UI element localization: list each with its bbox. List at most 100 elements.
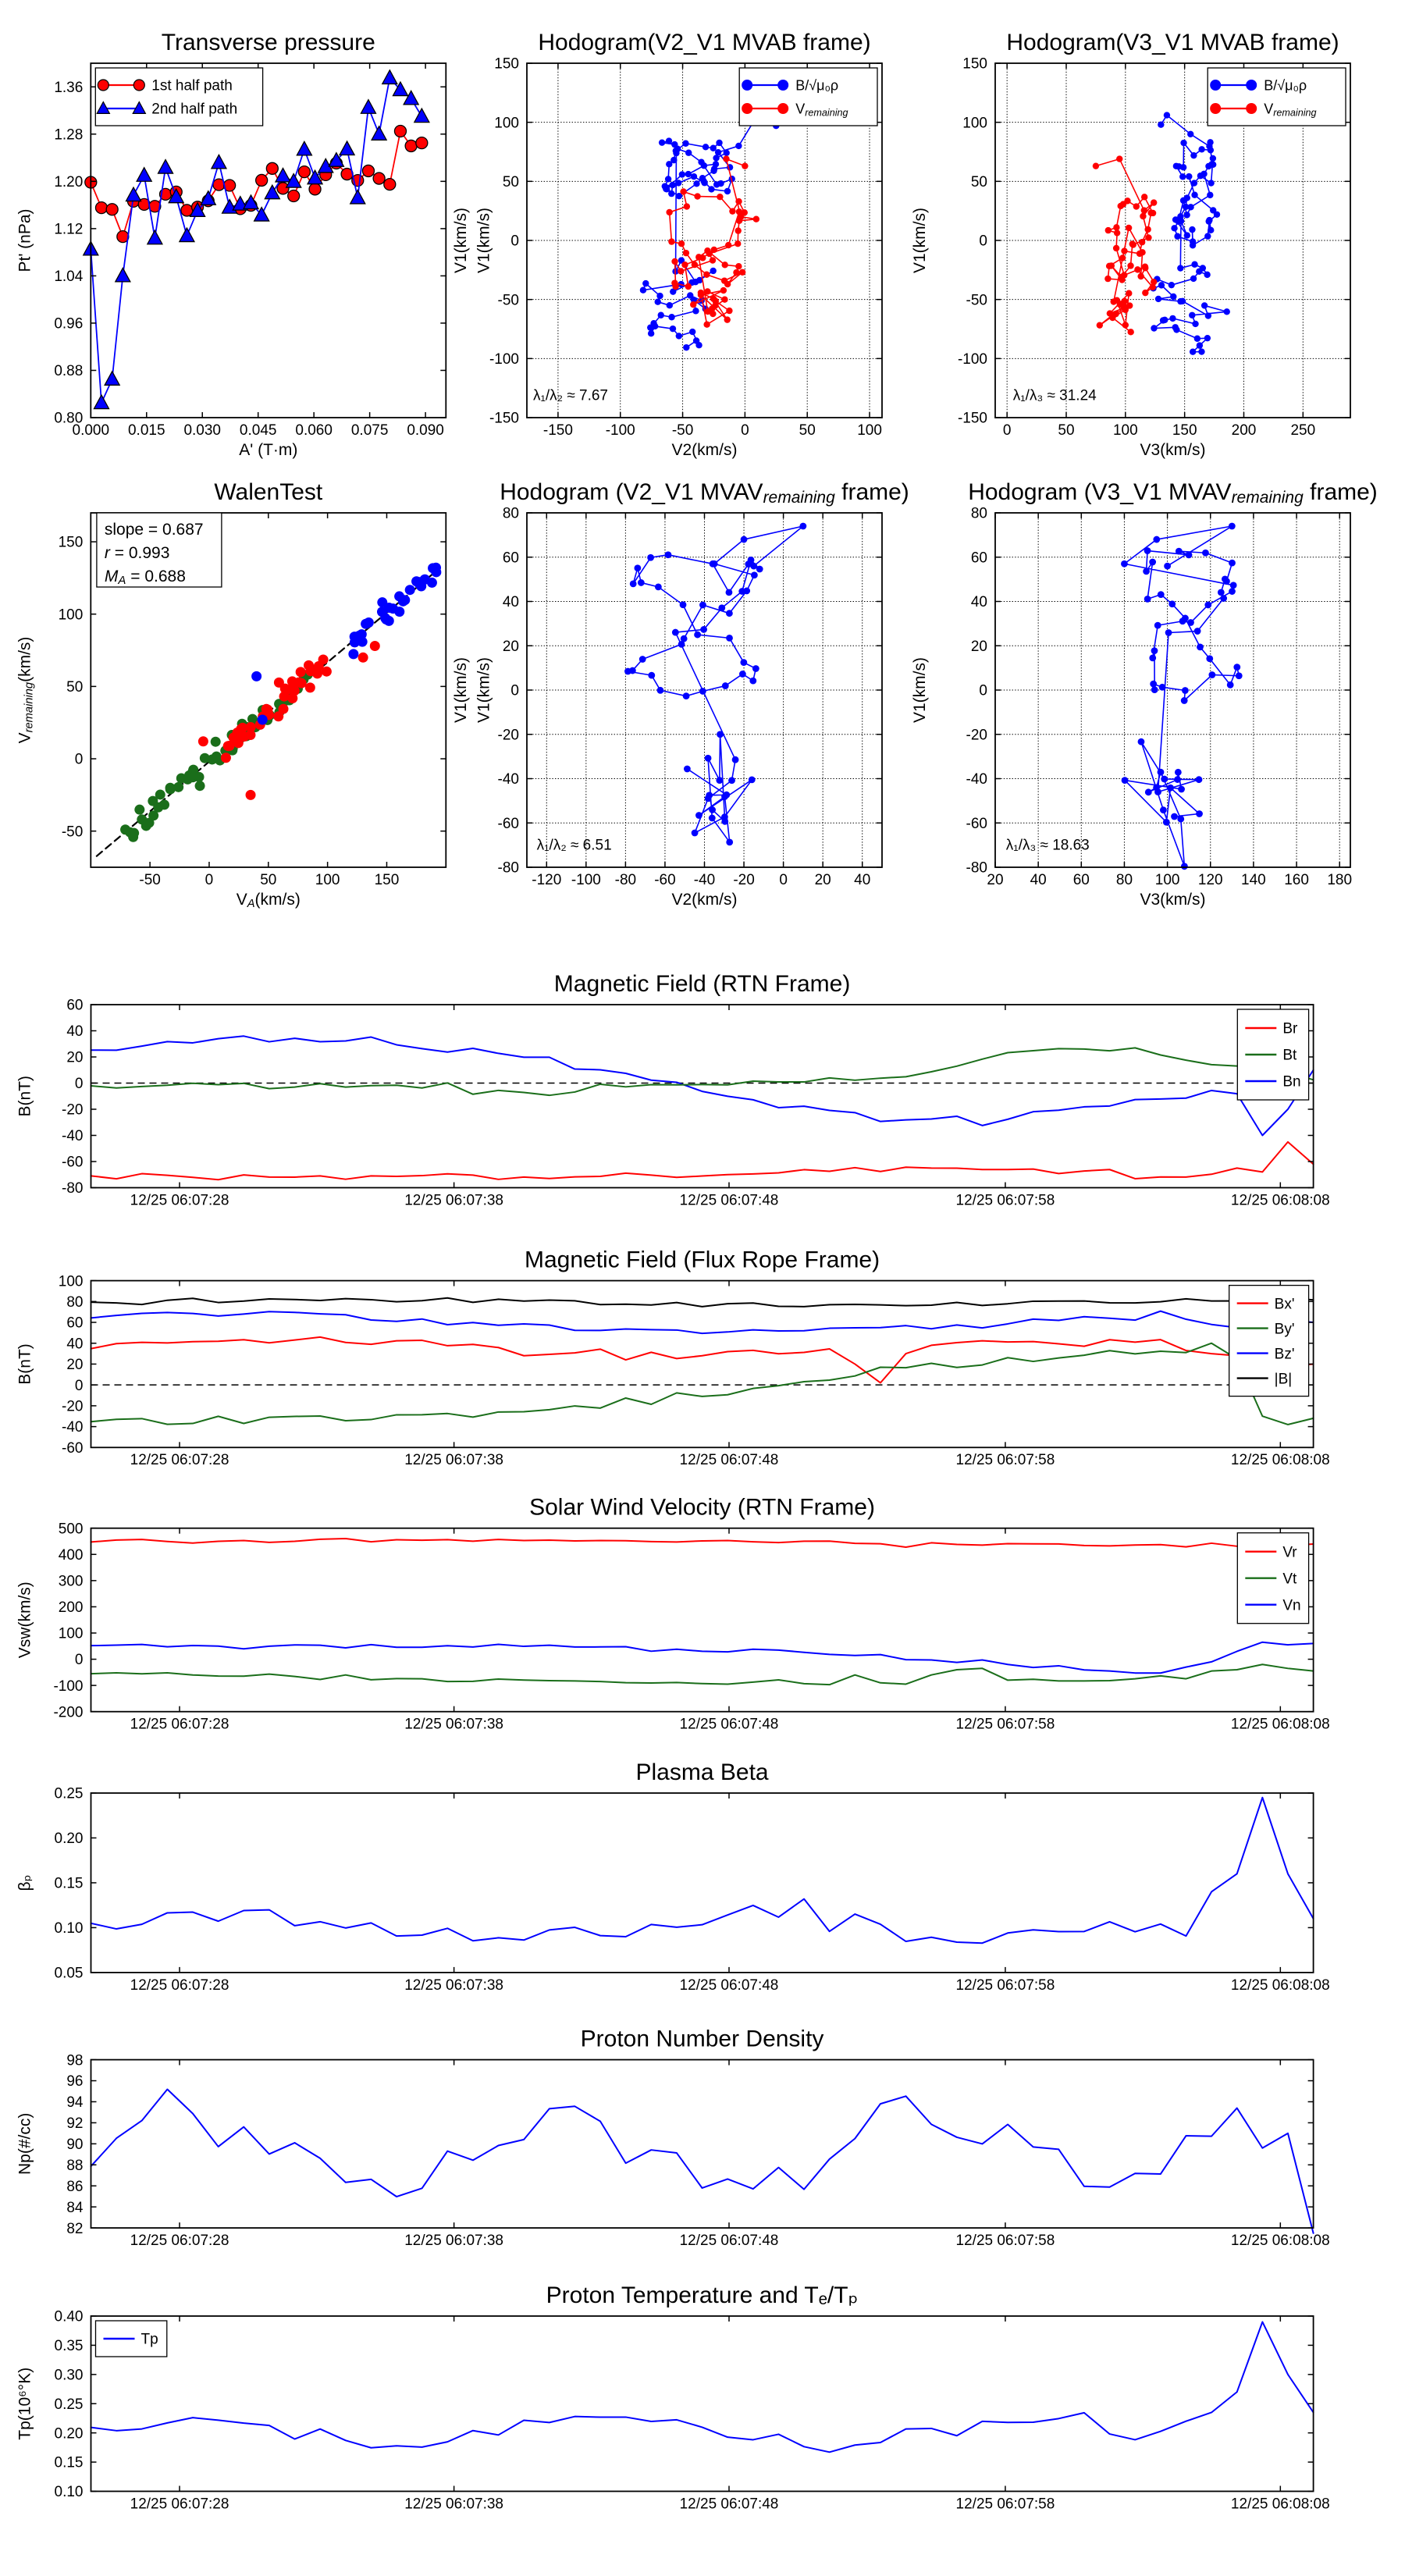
svg-text:0.030: 0.030 (183, 422, 221, 439)
svg-text:Bt: Bt (1282, 1048, 1297, 1064)
svg-text:Tp(10⁶°K): Tp(10⁶°K) (16, 2368, 34, 2440)
svg-text:Magnetic Field (RTN Frame): Magnetic Field (RTN Frame) (554, 971, 851, 997)
svg-text:0.05: 0.05 (55, 1966, 84, 1982)
svg-text:-20: -20 (966, 727, 987, 743)
svg-text:0.15: 0.15 (55, 2455, 84, 2471)
svg-text:0: 0 (1003, 422, 1012, 439)
svg-text:0.25: 0.25 (55, 1786, 84, 1802)
svg-text:150: 150 (59, 535, 84, 551)
svg-text:160: 160 (1284, 872, 1309, 888)
svg-text:Vn: Vn (1282, 1597, 1300, 1614)
svg-text:Hodogram (V2_V1 MVAVremaining: Hodogram (V2_V1 MVAVremaining frame) (500, 479, 909, 507)
svg-text:0.35: 0.35 (55, 2338, 84, 2354)
svg-text:250: 250 (1290, 422, 1315, 439)
svg-text:V1(km/s): V1(km/s) (911, 208, 929, 273)
svg-text:0: 0 (205, 872, 214, 888)
svg-text:Br: Br (1282, 1021, 1298, 1037)
svg-text:12/25 06:07:58: 12/25 06:07:58 (956, 1977, 1055, 1994)
svg-text:Vremaining(km/s): Vremaining(km/s) (16, 637, 35, 744)
svg-text:12/25 06:07:48: 12/25 06:07:48 (680, 1977, 779, 1994)
svg-text:150: 150 (1172, 422, 1197, 439)
svg-text:WalenTest: WalenTest (214, 479, 323, 505)
svg-text:A' (T·m): A' (T·m) (239, 441, 297, 459)
svg-text:12/25 06:07:58: 12/25 06:07:58 (956, 1192, 1055, 1208)
svg-text:300: 300 (59, 1573, 84, 1589)
svg-text:1.28: 1.28 (54, 126, 83, 143)
svg-text:100: 100 (962, 115, 987, 131)
svg-text:-20: -20 (498, 727, 519, 743)
svg-text:V1(km/s): V1(km/s) (475, 208, 493, 273)
svg-text:-50: -50 (498, 292, 519, 308)
svg-text:-40: -40 (62, 1128, 83, 1144)
svg-text:0.20: 0.20 (55, 2425, 84, 2442)
svg-text:Hodogram (V3_V1 MVAVremaining: Hodogram (V3_V1 MVAVremaining frame) (968, 479, 1378, 507)
svg-text:84: 84 (66, 2200, 84, 2216)
svg-text:-100: -100 (958, 351, 987, 368)
svg-text:0.20: 0.20 (55, 1831, 84, 1847)
svg-text:1.12: 1.12 (54, 222, 83, 238)
svg-text:slope = 0.687: slope = 0.687 (105, 521, 204, 539)
svg-text:0: 0 (75, 1378, 84, 1394)
svg-text:0.40: 0.40 (55, 2309, 84, 2325)
svg-text:12/25 06:08:08: 12/25 06:08:08 (1231, 1452, 1330, 1468)
svg-text:88: 88 (66, 2158, 83, 2174)
svg-text:12/25 06:07:58: 12/25 06:07:58 (956, 1717, 1055, 1733)
svg-text:12/25 06:07:48: 12/25 06:07:48 (680, 2496, 779, 2512)
svg-text:λ₁/λ₂ ≈ 7.67: λ₁/λ₂ ≈ 7.67 (533, 387, 608, 404)
svg-text:-40: -40 (966, 771, 987, 788)
svg-text:0: 0 (75, 1652, 84, 1668)
svg-text:V1(km/s): V1(km/s) (911, 657, 929, 723)
svg-text:B(nT): B(nT) (16, 1343, 34, 1385)
svg-text:0.30: 0.30 (55, 2367, 84, 2383)
svg-text:-60: -60 (62, 1440, 83, 1457)
svg-text:12/25 06:07:38: 12/25 06:07:38 (404, 2233, 503, 2249)
svg-text:40: 40 (971, 594, 987, 610)
svg-text:-40: -40 (62, 1419, 83, 1436)
svg-text:V2(km/s): V2(km/s) (672, 891, 738, 909)
svg-text:0.090: 0.090 (407, 422, 444, 439)
svg-text:98: 98 (66, 2052, 83, 2069)
svg-text:0.88: 0.88 (54, 363, 83, 379)
svg-text:1.20: 1.20 (54, 174, 83, 190)
svg-text:50: 50 (971, 174, 987, 190)
svg-text:100: 100 (1113, 422, 1138, 439)
svg-text:100: 100 (857, 422, 882, 439)
svg-text:-100: -100 (489, 351, 519, 368)
svg-text:Vt: Vt (1282, 1571, 1297, 1587)
svg-text:VA(km/s): VA(km/s) (237, 891, 301, 910)
svg-text:400: 400 (59, 1547, 84, 1564)
svg-text:12/25 06:07:28: 12/25 06:07:28 (130, 1977, 229, 1994)
svg-text:V2(km/s): V2(km/s) (672, 441, 738, 459)
svg-text:-100: -100 (606, 422, 635, 439)
svg-text:12/25 06:07:28: 12/25 06:07:28 (130, 1452, 229, 1468)
svg-text:0: 0 (510, 683, 519, 699)
svg-text:12/25 06:07:48: 12/25 06:07:48 (680, 2233, 779, 2249)
svg-text:50: 50 (503, 174, 519, 190)
svg-text:-50: -50 (62, 824, 83, 840)
svg-text:0.075: 0.075 (351, 422, 389, 439)
svg-text:100: 100 (59, 1626, 84, 1642)
svg-text:50: 50 (260, 872, 276, 888)
svg-text:80: 80 (503, 506, 519, 522)
svg-text:20: 20 (987, 872, 1003, 888)
svg-text:0: 0 (75, 1076, 84, 1092)
svg-text:1st half path: 1st half path (151, 78, 233, 94)
svg-text:12/25 06:07:58: 12/25 06:07:58 (956, 1452, 1055, 1468)
svg-text:12/25 06:07:58: 12/25 06:07:58 (956, 2233, 1055, 2249)
svg-text:B(nT): B(nT) (16, 1076, 34, 1117)
svg-text:V1(km/s): V1(km/s) (452, 657, 470, 723)
svg-text:12/25 06:08:08: 12/25 06:08:08 (1231, 1717, 1330, 1733)
svg-text:Proton Number Density: Proton Number Density (581, 2026, 824, 2052)
svg-text:12/25 06:08:08: 12/25 06:08:08 (1231, 1977, 1330, 1994)
svg-text:-60: -60 (62, 1155, 83, 1171)
svg-text:12/25 06:08:08: 12/25 06:08:08 (1231, 2233, 1330, 2249)
svg-text:Np(#/cc): Np(#/cc) (16, 2113, 34, 2175)
svg-text:50: 50 (1058, 422, 1074, 439)
svg-text:12/25 06:07:38: 12/25 06:07:38 (404, 1717, 503, 1733)
svg-text:λ₁/λ₃ ≈ 18.63: λ₁/λ₃ ≈ 18.63 (1006, 837, 1090, 853)
svg-text:-150: -150 (543, 422, 573, 439)
svg-text:40: 40 (66, 1023, 83, 1040)
svg-text:180: 180 (1327, 872, 1352, 888)
svg-text:Vr: Vr (1282, 1544, 1297, 1560)
svg-text:B/√μ₀ρ: B/√μ₀ρ (1264, 77, 1307, 93)
